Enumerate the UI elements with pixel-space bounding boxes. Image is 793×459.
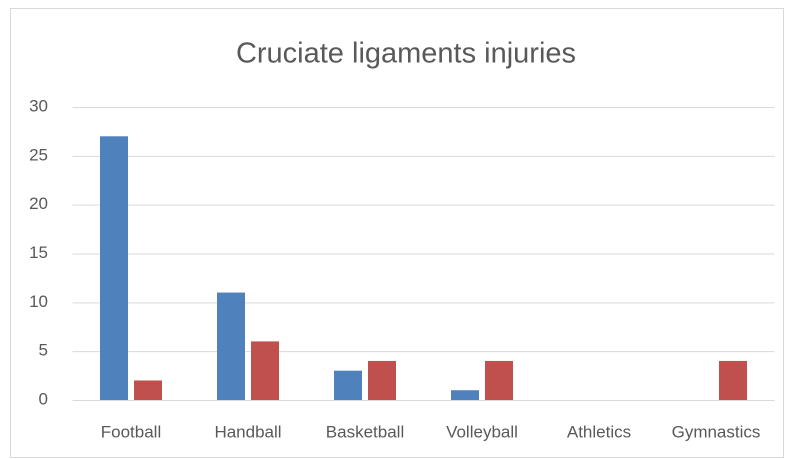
chart-title: Cruciate ligaments injuries — [236, 38, 576, 70]
y-tick-label: 30 — [29, 96, 48, 115]
x-tick-label: Athletics — [567, 422, 631, 441]
x-tick-label: Football — [101, 422, 161, 441]
x-tick-label: Basketball — [326, 422, 404, 441]
bar — [485, 360, 513, 400]
y-tick-label: 25 — [29, 145, 48, 164]
bar — [719, 360, 747, 400]
bar — [134, 380, 162, 400]
y-tick-label: 15 — [29, 243, 48, 262]
bar — [334, 370, 362, 400]
x-tick-label: Handball — [214, 422, 281, 441]
y-tick-label: 10 — [29, 292, 48, 311]
y-tick-label: 5 — [39, 341, 48, 360]
bar — [451, 390, 479, 400]
bar — [251, 341, 279, 400]
bar — [368, 360, 396, 400]
x-tick-label: Volleyball — [446, 422, 518, 441]
bar — [217, 292, 245, 400]
x-tick-label: Gymnastics — [672, 422, 761, 441]
y-tick-label: 0 — [39, 389, 48, 408]
bar — [100, 136, 128, 401]
y-tick-label: 20 — [29, 194, 48, 213]
